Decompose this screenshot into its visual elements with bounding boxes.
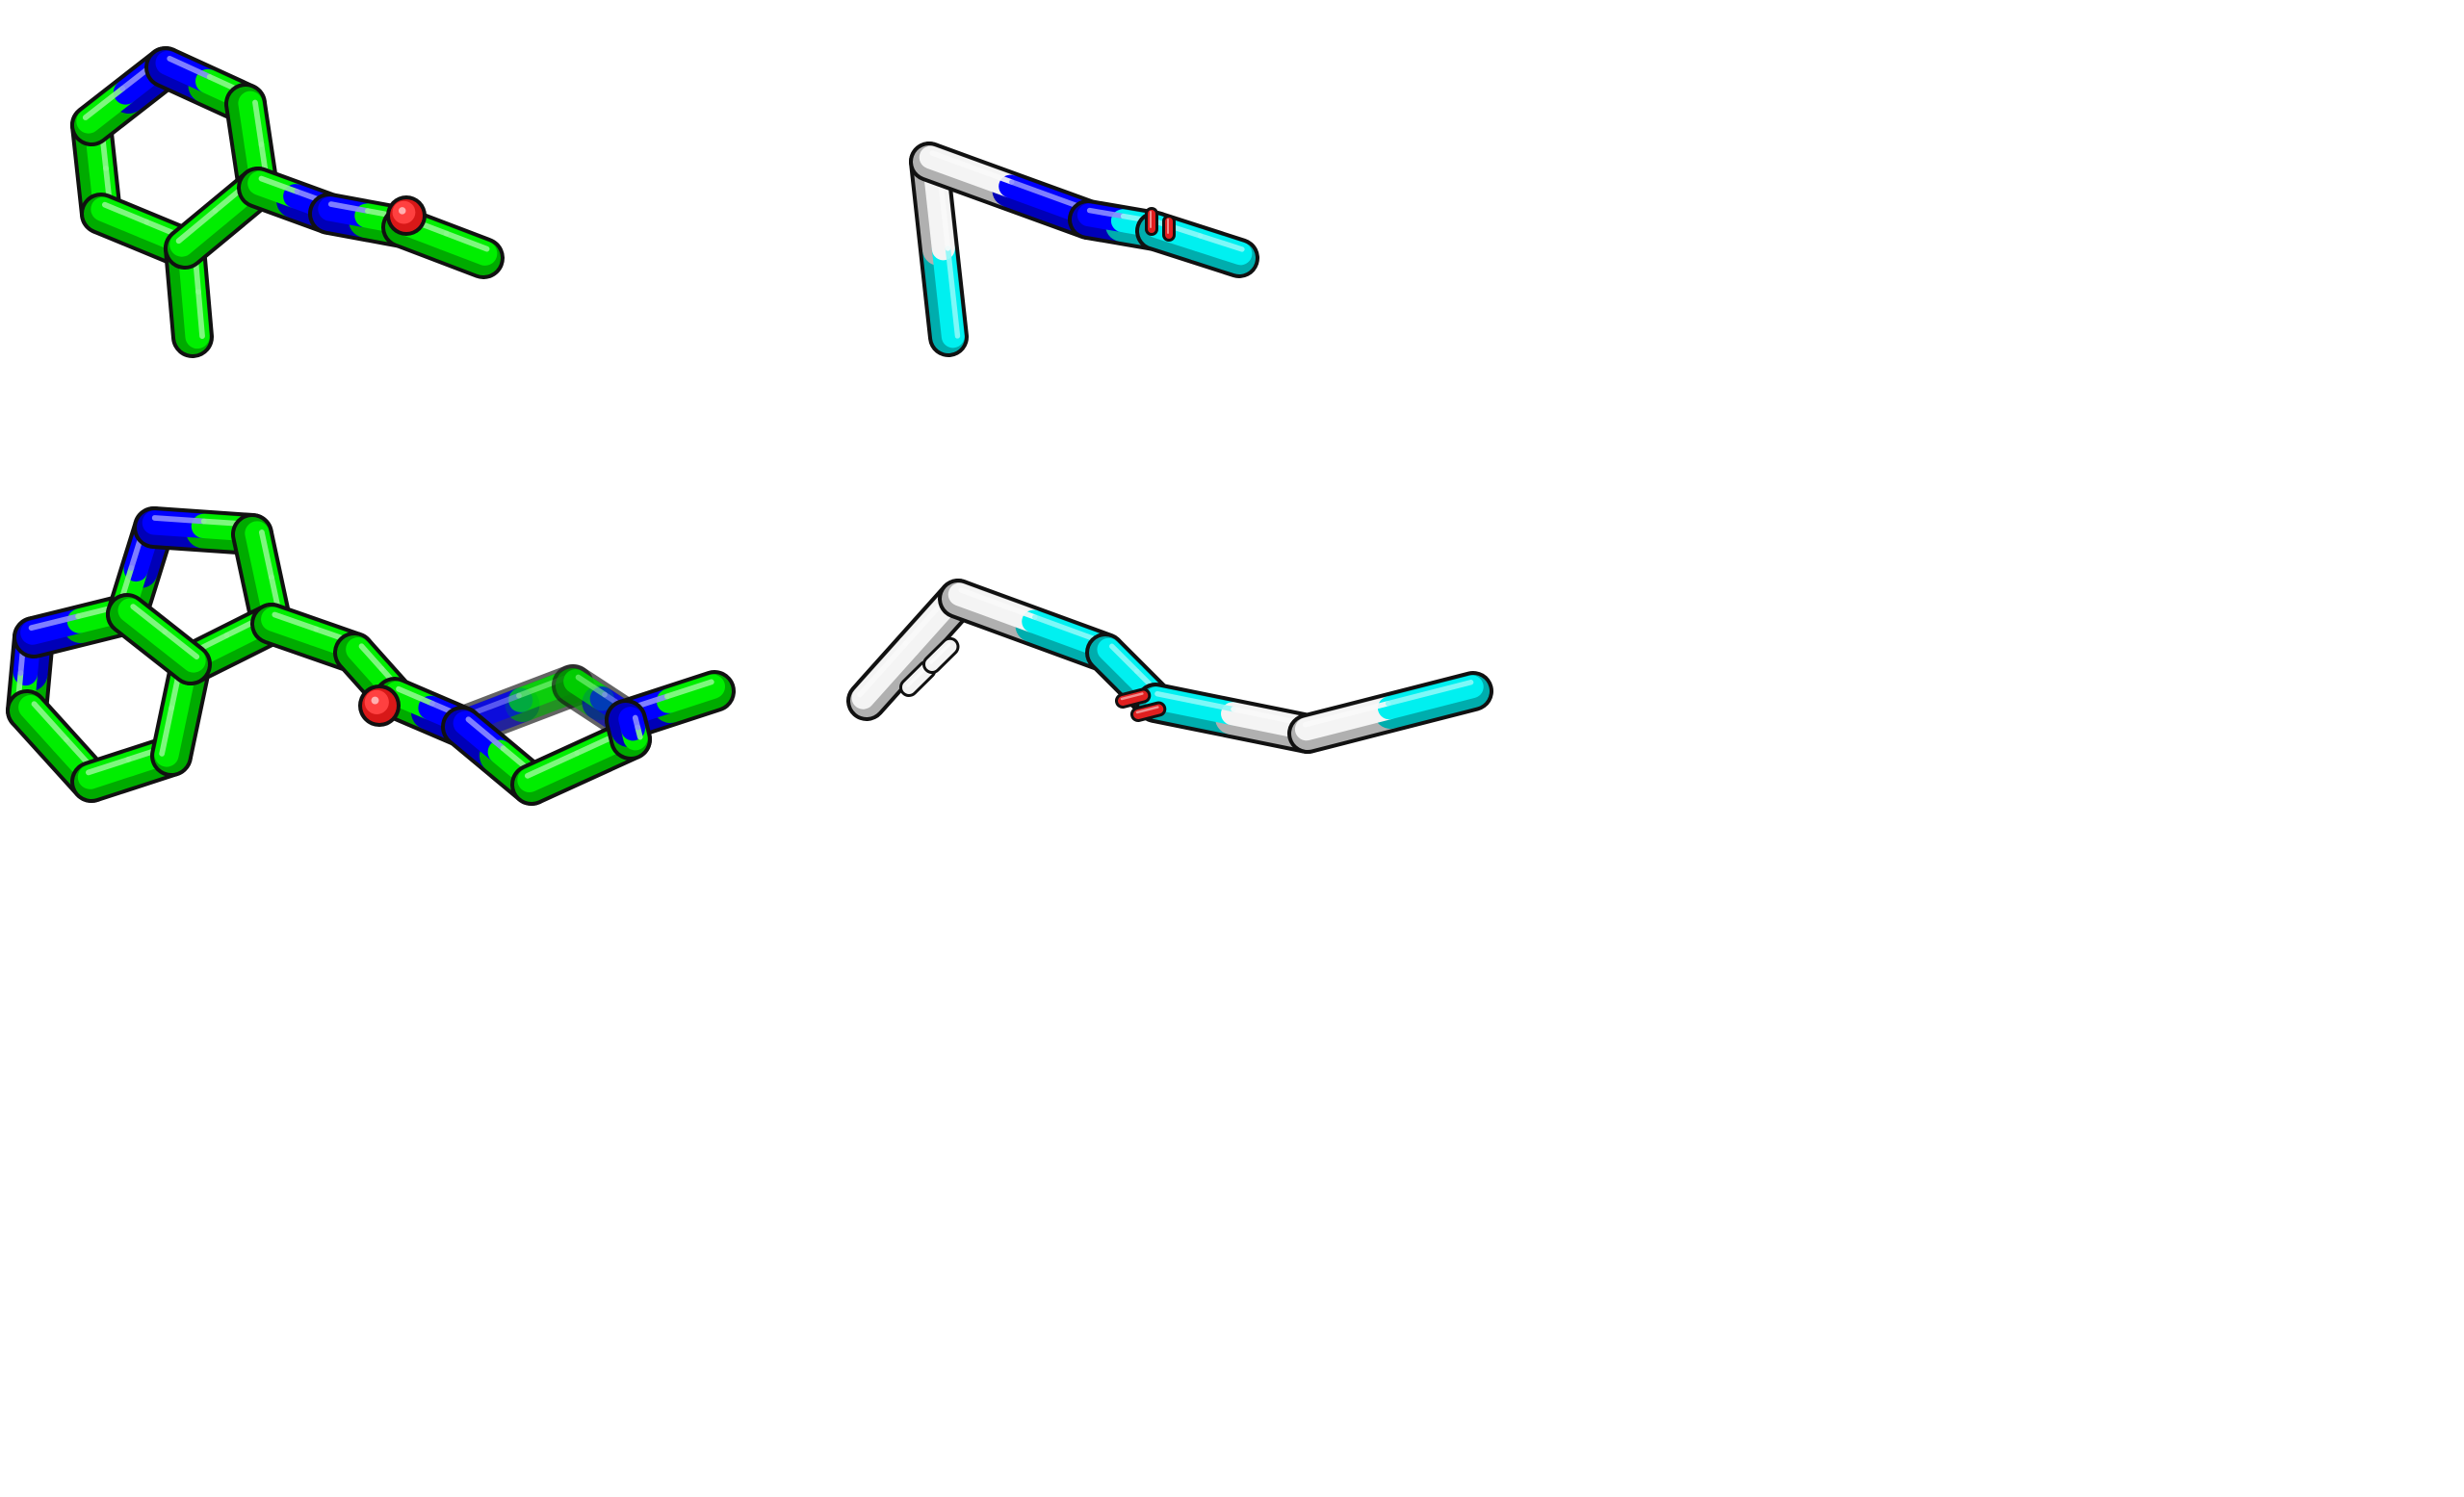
bond-ring-5-6-main-b	[91, 196, 158, 239]
bond-tr-2-gloss-a	[929, 150, 1015, 185]
bond-b-4-main-b	[154, 696, 189, 767]
bond-br-5-main-b	[1377, 675, 1484, 720]
bond-b-3-gloss-a	[130, 604, 169, 634]
bond-az-1-gloss-a	[465, 716, 506, 752]
bond-n-c-gloss-a	[327, 201, 371, 214]
panel-top-left	[70, 46, 505, 358]
bond-b-5-main-b	[77, 752, 143, 789]
bond-br-4-main-a	[1145, 686, 1244, 726]
bond-br-1-gloss-a	[857, 640, 909, 698]
bond-tr-1-gloss-a	[945, 245, 961, 339]
bond-ring-4-5-gloss-b	[175, 207, 219, 245]
bond-ring-4-5-main-b	[169, 202, 231, 257]
bond-br-5-gloss-b	[1385, 680, 1474, 707]
oxygen-atom-gloss	[399, 207, 406, 215]
hydrogen-stub-2-gloss	[929, 642, 951, 664]
bond-b-4-gloss-b	[159, 705, 175, 757]
bond-c-n-gloss-a	[258, 175, 300, 194]
bond-tr-4-main-b	[1187, 228, 1253, 266]
oxygen-stub-br-2	[1133, 704, 1164, 719]
oxygen-stub-br-1-gloss	[1120, 692, 1144, 701]
bond-b-2-gloss-a	[28, 613, 81, 632]
bond-c-me-gloss-b	[443, 230, 490, 252]
bond-b-6-main-b	[18, 695, 75, 756]
bond-tr-3-gloss-a	[1086, 207, 1127, 219]
bond-br-2-main-a	[947, 582, 1046, 633]
bond-ring-2-3-gloss-a	[167, 55, 213, 80]
bond-ring-3-4-gloss-a	[252, 99, 265, 147]
bond-br-5-main-a	[1294, 696, 1401, 741]
oxygen-stub-br-1	[1118, 690, 1149, 706]
bond-az-2-gloss-a	[524, 750, 581, 779]
bond-b-5-gloss-b	[86, 757, 132, 776]
bond-b-3-gloss-b	[162, 629, 200, 659]
bond-ring-5-6-gloss-b	[101, 201, 150, 225]
bond-az-back-2-gloss-a	[575, 674, 608, 698]
bond-br-2-gloss-a	[958, 587, 1038, 620]
bond-b-3-main-b	[149, 623, 206, 673]
bond-c-me-main-b	[432, 225, 498, 266]
panel-bottom-right	[846, 579, 1493, 754]
bond-tr-2-main-a	[919, 145, 1023, 198]
bond-methyl-gloss-b	[195, 289, 205, 340]
bond-f-3-gloss-a	[258, 529, 274, 581]
bond-ring-1-2-gloss-a	[82, 86, 126, 120]
bond-tr-1-main-a	[931, 237, 965, 348]
panel-top-right	[909, 142, 1259, 357]
oxygen-stub-br-2-gloss	[1135, 706, 1159, 714]
bond-tr-4-gloss-b	[1197, 233, 1245, 252]
bond-az-3-gloss-b	[632, 714, 641, 731]
bond-f-2-gloss-a	[151, 515, 207, 525]
bond-amide-n-gloss-a	[396, 685, 435, 707]
bond-br-4-gloss-a	[1154, 690, 1236, 712]
hydrogen-stub-2	[925, 639, 957, 671]
panel-bottom-left	[6, 506, 736, 806]
bond-n-me-gloss-b	[663, 679, 714, 700]
bond-br-3-gloss-a	[1109, 643, 1140, 674]
hydrogen-stub-1-gloss	[906, 665, 928, 687]
bond-n-me-main-b	[656, 674, 726, 713]
bond-ch2-gloss-a	[272, 611, 320, 632]
bond-co-gloss-a	[358, 643, 385, 672]
bond-b-6-gloss-b	[31, 701, 69, 743]
hydrogen-stub-1	[902, 662, 934, 694]
oxygen-atom-bl-gloss	[371, 696, 379, 705]
bond-br-5-gloss-a	[1302, 701, 1391, 728]
bond-az-3-main-b	[618, 707, 645, 741]
bond-methyl-main-b	[181, 279, 210, 349]
